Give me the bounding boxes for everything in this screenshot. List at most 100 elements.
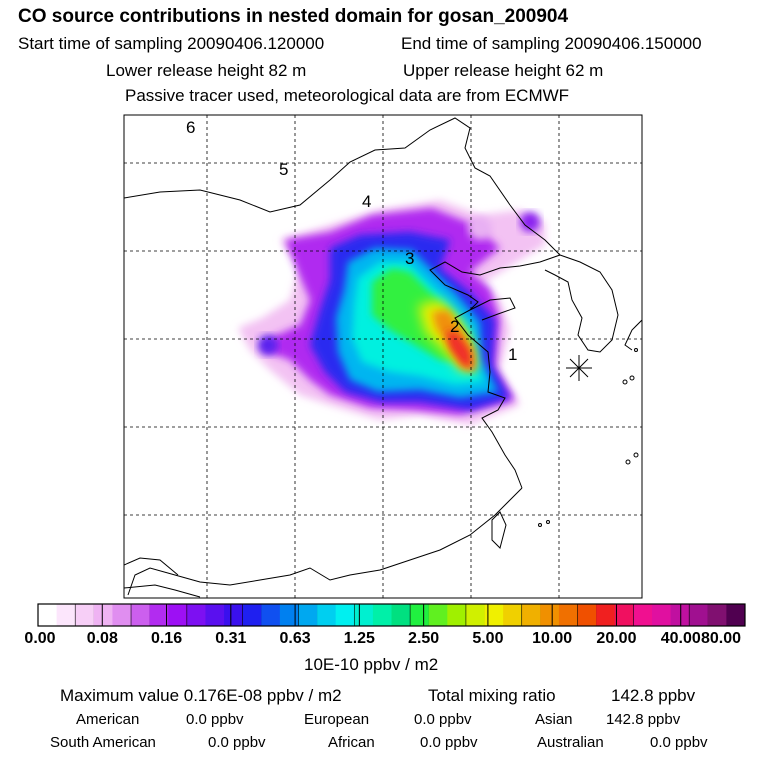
colorbar-tick-label: 0.16: [150, 630, 183, 647]
island: [629, 375, 635, 381]
colorbar-cell: [428, 604, 448, 626]
colorbar-cell: [391, 604, 411, 626]
region-value: 142.8 ppbv: [606, 711, 681, 728]
region-value: 0.0 ppbv: [186, 711, 244, 728]
trajectory-label: 2: [450, 317, 459, 336]
colorbar-cell: [670, 604, 690, 626]
island: [622, 379, 628, 385]
colorbar-cell: [372, 604, 392, 626]
coastline-south-china: [127, 487, 523, 596]
colorbar-cell: [447, 604, 467, 626]
upper-release-label: Upper release height 62 m: [403, 61, 604, 80]
region-name: European: [304, 711, 370, 728]
colorbar-cell: [633, 603, 653, 627]
coastline-japan: [624, 319, 642, 351]
colorbar-tick-label: 1.25: [343, 630, 375, 647]
colorbar-tick-label: 5.00: [472, 630, 504, 647]
colorbar-cell: [261, 604, 281, 626]
region-name: African: [328, 734, 375, 751]
grid: [124, 115, 642, 598]
colorbar-cell: [93, 604, 113, 626]
region-name: South American: [50, 734, 156, 751]
island: [546, 520, 550, 524]
colorbar-tick-label: 0.63: [279, 630, 311, 647]
colorbar-cell: [558, 604, 578, 626]
colorbar-cell: [186, 603, 207, 627]
trajectory-label: 3: [405, 249, 414, 268]
colorbar-cell: [726, 604, 746, 626]
colorbar-tick-label: 80.00: [700, 630, 742, 647]
colorbar-cell: [651, 604, 671, 626]
chart-title: CO source contributions in nested domain…: [18, 6, 569, 27]
lower-release-label: Lower release height 82 m: [106, 61, 307, 80]
start-time-label: Start time of sampling 20090406.120000: [18, 34, 325, 53]
colorbar-cell: [503, 604, 523, 626]
colorbar-tick-label: 20.00: [596, 630, 637, 647]
island: [633, 452, 639, 458]
colorbar-cell: [353, 603, 374, 627]
colorbar-cell: [317, 604, 337, 626]
colorbar-cell: [688, 603, 709, 627]
map-frame: [123, 114, 643, 599]
colorbar-cell: [465, 603, 486, 627]
colorbar-cell: [38, 604, 58, 626]
map-panel: 1 2 3 4 5 6: [123, 114, 643, 599]
colorbar-cell: [707, 604, 727, 626]
region-name: Asian: [535, 711, 573, 728]
colorbar-cell: [112, 604, 132, 626]
region-name: American: [76, 711, 140, 728]
field-blob: [520, 212, 540, 232]
coastline-china-east: [429, 204, 561, 489]
colorbar-cell: [614, 604, 634, 626]
receptor-star-icon: [566, 355, 592, 381]
colorbar-tick-label: 0.08: [86, 630, 118, 647]
colorbar-tick-label: 40.00: [660, 630, 701, 647]
region-value: 0.0 ppbv: [420, 734, 478, 751]
colorbar-units: 10E-10 ppbv / m2: [304, 655, 439, 674]
trajectory-label: 5: [279, 160, 288, 179]
trajectory-label: 6: [186, 118, 195, 137]
coastlines: [124, 117, 642, 598]
concentration-field: [238, 200, 545, 425]
region-value: 0.0 ppbv: [414, 711, 472, 728]
field-blob: [468, 216, 492, 240]
colorbar: [37, 603, 746, 627]
coastline-inner-border: [124, 584, 201, 598]
coastline-shandong: [469, 297, 516, 321]
island: [538, 523, 542, 527]
region-name: Australian: [537, 734, 604, 751]
trajectory-label: 1: [508, 345, 517, 364]
coastline-mongolia-border: [124, 117, 511, 213]
colorbar-cell: [298, 603, 318, 627]
trajectory-label: 4: [362, 192, 371, 211]
colorbar-tick-label: 2.50: [408, 630, 440, 647]
colorbar-cell: [242, 603, 262, 627]
colorbar-cell: [168, 604, 188, 626]
colorbar-cell: [521, 603, 542, 627]
colorbar-cell: [540, 604, 560, 626]
region-value: 0.0 ppbv: [650, 734, 708, 751]
colorbar-tick-label: 0.31: [215, 630, 247, 647]
colorbar-cell: [56, 604, 76, 626]
max-value-label: Maximum value 0.176E-08 ppbv / m2: [60, 686, 342, 705]
colorbar-cell: [149, 604, 169, 626]
colorbar-cell: [409, 603, 430, 627]
colorbar-tick-label: 10.00: [532, 630, 573, 647]
tracer-note: Passive tracer used, meteorological data…: [125, 86, 570, 105]
region-value: 0.0 ppbv: [208, 734, 266, 751]
colorbar-cell: [205, 604, 225, 626]
colorbar-cell: [335, 604, 355, 626]
coastline-korea: [544, 254, 619, 353]
colorbar-cell: [577, 603, 597, 627]
coastline-southwest-border: [124, 557, 179, 576]
colorbar-tick-label: 0.00: [24, 630, 56, 647]
end-time-label: End time of sampling 20090406.150000: [401, 34, 702, 53]
colorbar-cell: [74, 603, 95, 627]
colorbar-cell: [130, 603, 151, 627]
island: [625, 459, 631, 465]
colorbar-cell: [596, 604, 616, 626]
colorbar-cell: [224, 604, 244, 626]
total-mixing-value: 142.8 ppbv: [611, 686, 696, 705]
total-mixing-label: Total mixing ratio: [428, 686, 556, 705]
colorbar-cell: [279, 604, 299, 626]
